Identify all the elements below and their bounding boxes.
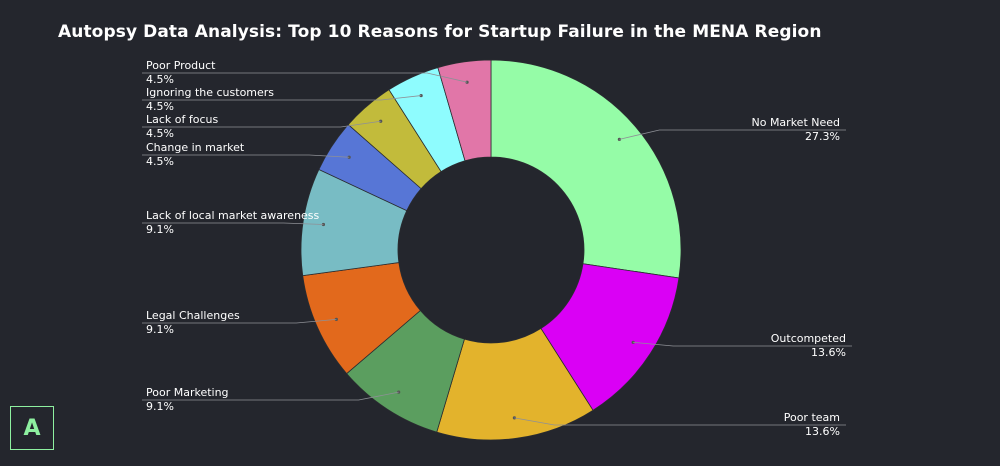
leader-line-lack-of-focus	[142, 120, 381, 128]
leader-line-no-market-need	[619, 129, 846, 140]
logo-letter: A	[23, 415, 41, 441]
leader-line-outcompeted	[633, 341, 852, 347]
leader-line-lack-of-local-market-awareness	[142, 222, 324, 225]
slice-value-no-market-need: 27.3%	[805, 130, 840, 143]
donut-slices	[300, 59, 682, 441]
slice-poor-team	[436, 327, 594, 441]
leader-dot-poor-marketing	[397, 390, 401, 394]
slice-value-lack-of-local-market-awareness: 9.1%	[146, 223, 174, 236]
slice-label-outcompeted: Outcompeted	[771, 332, 846, 345]
slice-label-poor-team: Poor team	[784, 411, 840, 424]
slice-value-lack-of-focus: 4.5%	[146, 127, 174, 140]
slice-no-market-need	[490, 59, 682, 279]
leader-line-poor-team	[514, 417, 846, 426]
slice-value-poor-marketing: 9.1%	[146, 400, 174, 413]
slice-outcompeted	[540, 263, 680, 411]
slice-value-poor-team: 13.6%	[805, 425, 840, 438]
brand-logo: A	[10, 406, 54, 450]
slice-label-lack-of-local-market-awareness: Lack of local market awareness	[146, 209, 320, 222]
slice-label-legal-challenges: Legal Challenges	[146, 309, 240, 322]
slice-value-outcompeted: 13.6%	[811, 346, 846, 359]
leader-line-change-in-market	[142, 154, 350, 158]
slice-label-ignoring-the-customers: Ignoring the customers	[146, 86, 274, 99]
slice-label-lack-of-focus: Lack of focus	[146, 113, 219, 126]
leader-line-ignoring-the-customers	[142, 95, 422, 101]
slice-value-poor-product: 4.5%	[146, 73, 174, 86]
leader-line-poor-marketing	[142, 391, 399, 401]
slice-labels: No Market Need27.3%Outcompeted13.6%Poor …	[142, 59, 852, 438]
slice-value-legal-challenges: 9.1%	[146, 323, 174, 336]
slice-label-poor-product: Poor Product	[146, 59, 216, 72]
slice-label-change-in-market: Change in market	[146, 141, 245, 154]
leader-line-legal-challenges	[142, 318, 337, 324]
slice-label-poor-marketing: Poor Marketing	[146, 386, 229, 399]
slice-poor-product	[437, 59, 492, 162]
slice-value-change-in-market: 4.5%	[146, 155, 174, 168]
chart-title: Autopsy Data Analysis: Top 10 Reasons fo…	[58, 22, 822, 42]
slice-value-ignoring-the-customers: 4.5%	[146, 100, 174, 113]
leader-line-poor-product	[142, 72, 468, 83]
slice-label-no-market-need: No Market Need	[751, 116, 840, 129]
